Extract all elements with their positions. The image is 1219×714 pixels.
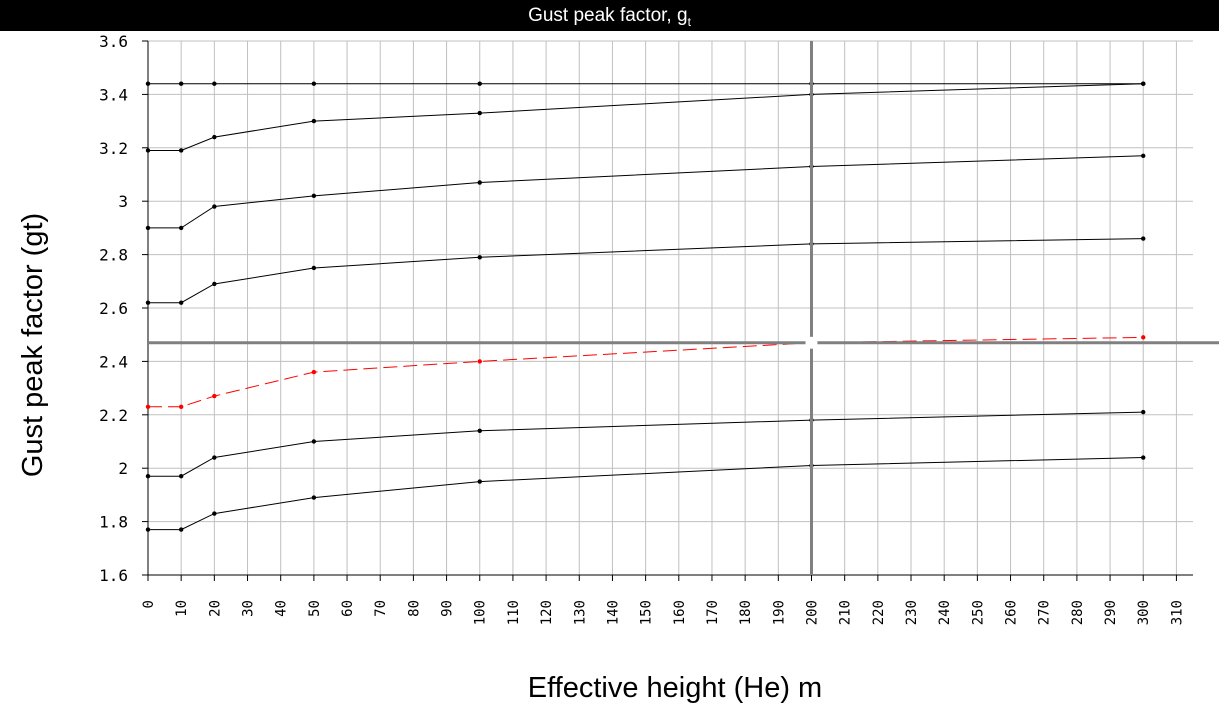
data-point — [477, 479, 482, 484]
x-tick-label: 0 — [141, 600, 157, 608]
x-tick-label: 210 — [838, 600, 854, 625]
data-point — [311, 369, 317, 375]
chart-axes — [142, 40, 1193, 581]
x-tick-label: 150 — [639, 600, 655, 625]
x-tick-label: 260 — [1004, 600, 1020, 625]
data-point — [477, 359, 482, 364]
x-tick-label: 30 — [241, 600, 257, 617]
x-tick-label: 300 — [1136, 600, 1152, 625]
x-tick-label: 310 — [1169, 600, 1185, 625]
x-tick-label: 180 — [738, 600, 754, 625]
y-tick-label: 2.8 — [99, 246, 128, 265]
data-point — [178, 81, 184, 86]
data-point — [477, 428, 482, 434]
data-point — [145, 527, 151, 532]
data-point — [212, 204, 217, 209]
data-point — [178, 527, 184, 532]
chart-grid — [147, 40, 1193, 576]
data-point — [145, 300, 151, 305]
y-tick-label: 3 — [118, 192, 128, 211]
crosshair-marker[interactable] — [805, 336, 818, 349]
y-axis-title: Gust peak factor (gt) — [17, 213, 49, 477]
x-tick-label: 190 — [771, 600, 787, 625]
data-point — [145, 81, 151, 86]
x-tick-label: 60 — [340, 600, 356, 617]
data-point — [145, 474, 151, 479]
data-point — [477, 81, 482, 86]
x-tick-label: 230 — [904, 600, 920, 625]
y-tick-label: 2.6 — [99, 299, 128, 318]
data-point — [311, 265, 317, 271]
data-point — [477, 110, 482, 116]
data-point — [1141, 81, 1146, 86]
chart-title-subscript: t — [687, 14, 691, 29]
x-tick-label: 80 — [406, 600, 422, 617]
data-point — [145, 148, 151, 153]
data-point — [212, 281, 217, 287]
data-point — [311, 118, 317, 124]
x-tick-label: 20 — [207, 600, 223, 617]
x-tick-label: 50 — [307, 600, 323, 617]
data-point — [1141, 409, 1146, 415]
data-point — [145, 225, 151, 231]
x-tick-label: 170 — [705, 600, 721, 625]
data-point — [212, 393, 217, 399]
y-tick-label: 3.2 — [99, 139, 128, 158]
x-tick-label: 40 — [274, 600, 290, 617]
x-tick-label: 240 — [937, 600, 953, 625]
data-point — [1141, 236, 1146, 241]
x-tick-label: 160 — [672, 600, 688, 625]
data-point — [178, 474, 184, 479]
data-point — [1141, 335, 1146, 340]
x-tick-label: 90 — [440, 600, 456, 617]
chart-title-main: Gust peak factor, g — [528, 5, 688, 26]
data-point — [178, 404, 184, 409]
x-tick-label: 270 — [1037, 600, 1053, 625]
data-point — [311, 495, 317, 500]
x-tick-label: 280 — [1070, 600, 1086, 625]
y-tick-label: 2 — [118, 459, 128, 478]
x-tick-label: 10 — [174, 600, 190, 617]
y-tick-label: 1.6 — [99, 566, 128, 585]
data-point — [145, 404, 151, 409]
x-tick-label: 100 — [473, 600, 489, 625]
data-point — [212, 455, 217, 460]
data-point — [212, 81, 217, 86]
data-point — [477, 180, 482, 185]
data-point — [178, 148, 184, 153]
data-point — [311, 81, 317, 86]
x-tick-label: 220 — [871, 600, 887, 625]
chart-ticks: 1.6 1.8 2 2.2 2.4 2.6 2.8 3 3.2 3.4 3.6 0 10 20 30 40 50… — [99, 32, 1185, 625]
y-tick-label: 2.2 — [99, 406, 128, 425]
data-point — [311, 193, 317, 199]
data-point — [477, 255, 482, 260]
data-point — [212, 511, 217, 516]
x-tick-label: 290 — [1103, 600, 1119, 625]
data-point — [212, 134, 217, 140]
chart-crosshair[interactable] — [148, 41, 1219, 575]
x-tick-label: 250 — [970, 600, 986, 625]
x-axis-title: Effective height (He) m — [528, 672, 822, 704]
data-point — [1141, 455, 1146, 460]
y-tick-label: 3.6 — [99, 32, 128, 51]
chart-title: Gust peak factor, gt — [0, 0, 1219, 31]
x-tick-label: 140 — [605, 600, 621, 625]
data-point — [1141, 153, 1146, 159]
data-point — [178, 225, 184, 231]
y-tick-label: 1.8 — [99, 513, 128, 532]
y-tick-label: 3.4 — [99, 85, 128, 104]
data-point — [178, 300, 184, 305]
x-tick-label: 130 — [572, 600, 588, 625]
x-tick-label: 120 — [539, 600, 555, 625]
x-tick-label: 110 — [506, 600, 522, 625]
x-tick-label: 70 — [373, 600, 389, 617]
x-tick-label: 200 — [804, 600, 820, 625]
y-tick-label: 2.4 — [99, 352, 128, 371]
data-point — [311, 439, 317, 444]
